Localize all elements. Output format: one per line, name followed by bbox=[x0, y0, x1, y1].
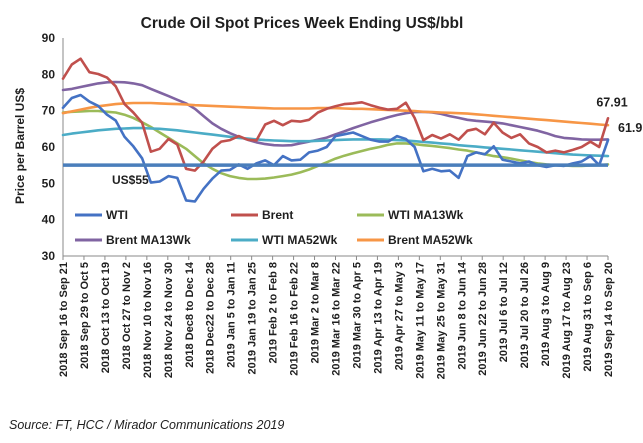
legend-label: WTI bbox=[106, 208, 128, 222]
x-tick-label: 2018 Sep 16 to Sep 21 bbox=[58, 262, 70, 377]
x-tick-label: 2019 Mar 2 to Mar 8 bbox=[310, 262, 322, 364]
legend-label: WTI MA52Wk bbox=[262, 233, 338, 247]
y-tick-label: 80 bbox=[42, 67, 56, 81]
series-lines bbox=[61, 57, 610, 203]
x-tick-label: 2018 Nov 24 to Nov 30 bbox=[163, 262, 175, 378]
end-value-label-brent: 67.91 bbox=[596, 95, 627, 109]
x-tick-label: 2019 Aug 3 to Aug 9 bbox=[540, 262, 552, 366]
x-tick-label: 2019 Mar 16 to Mar 22 bbox=[331, 262, 343, 376]
source-note: Source: FT, HCC / Mirador Communications… bbox=[9, 418, 285, 432]
x-tick-label: 2019 Mar 30 to Apr 5 bbox=[351, 262, 363, 369]
legend-label: Brent MA13Wk bbox=[106, 233, 191, 247]
legend: WTI Brent WTI MA13Wk Brent MA13Wk WTI MA52Wk… bbox=[75, 208, 473, 247]
series-line-brent-ma52wk bbox=[61, 101, 610, 127]
x-tick-label: 2019 Jun 22 to Jun 28 bbox=[477, 262, 489, 376]
legend-label: Brent bbox=[262, 208, 293, 222]
x-tick-label: 2019 Feb 16 to Feb 22 bbox=[289, 262, 301, 376]
axes: 30 40 50 60 70 80 90 2018 Sep 16 to Sep 21 2018 … bbox=[42, 31, 615, 379]
x-tick-label: 2019 May 11 to May 17 bbox=[414, 262, 426, 379]
reference-line-label: US$55 bbox=[112, 173, 149, 187]
x-tick-label: 2018 Oct 13 to Oct 19 bbox=[100, 262, 112, 373]
x-tick-label: 2019 Jul 20 to Jul 26 bbox=[519, 262, 531, 368]
series-line-brent bbox=[61, 57, 610, 172]
data-labels: 67.91 61.9 bbox=[596, 95, 642, 135]
legend-label: WTI MA13Wk bbox=[388, 208, 464, 222]
x-tick-label: 2019 May 25 to May 31 bbox=[435, 262, 447, 379]
x-tick-label: 2019 Sep 14 to Sep 20 bbox=[603, 262, 615, 377]
y-tick-label: 30 bbox=[42, 249, 56, 263]
legend-label: Brent MA52Wk bbox=[388, 233, 473, 247]
x-tick-label: 2019 Apr 13 to Apr 19 bbox=[372, 262, 384, 374]
x-tick-label: 2018 Nov 10 to Nov 16 bbox=[142, 262, 154, 378]
series-line-wti bbox=[61, 93, 610, 203]
x-tick-label: 2019 Aug 17 to Aug 23 bbox=[561, 262, 573, 379]
x-tick-label: 2019 Jul 6 to Jul 12 bbox=[498, 262, 510, 362]
x-tick-label: 2019 Aug 31 to Sep 6 bbox=[582, 262, 594, 372]
x-tick-label: 2018 Oct 27 to Nov 2 bbox=[121, 262, 133, 370]
reference-line-group: US$55 bbox=[63, 163, 608, 187]
series-line-wti-ma52wk bbox=[61, 126, 610, 158]
x-tick-label: 2019 Feb 2 to Feb 8 bbox=[268, 262, 280, 363]
y-tick-label: 70 bbox=[42, 104, 56, 118]
x-tick-label: 2018 Dec22 to Dec 28 bbox=[205, 262, 217, 374]
series-line-brent-ma13wk bbox=[61, 80, 610, 147]
end-value-label-wti: 61.9 bbox=[618, 121, 642, 135]
x-tick-label: 2019 Apr 27 to May 3 bbox=[393, 262, 405, 370]
y-axis-label: Price per Barrel US$ bbox=[13, 88, 27, 204]
y-tick-label: 40 bbox=[42, 213, 56, 227]
y-tick-label: 90 bbox=[42, 31, 56, 45]
y-tick-label: 50 bbox=[42, 176, 56, 190]
x-tick-label: 2018 Sep 29 to Oct 5 bbox=[79, 262, 91, 369]
x-tick-label: 2019 Jan 5 to Jan 11 bbox=[226, 262, 238, 368]
x-tick-label: 2018 Dec8 to Dec 14 bbox=[184, 261, 196, 368]
x-tick-label: 2019 Jan 19 to Jan 25 bbox=[247, 262, 259, 375]
x-tick-label: 2019 Jun 8 to Jun 14 bbox=[456, 261, 468, 369]
y-tick-label: 60 bbox=[42, 140, 56, 154]
chart-title: Crude Oil Spot Prices Week Ending US$/bb… bbox=[141, 15, 464, 32]
